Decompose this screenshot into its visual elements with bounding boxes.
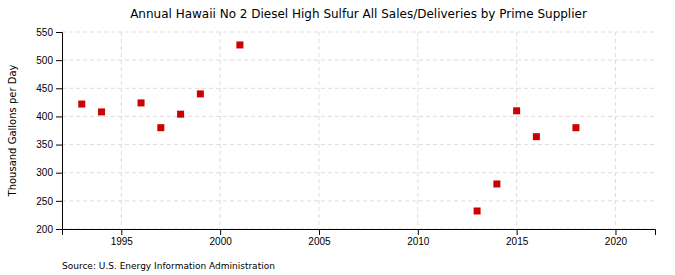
tick: 500 xyxy=(36,55,62,66)
x-axis: 1995 2000 2005 2010 2015 2020 xyxy=(63,229,656,247)
tick-mark xyxy=(56,201,62,202)
tick: 2010 xyxy=(407,229,430,247)
tick: 200 xyxy=(36,224,62,235)
tick-label: 450 xyxy=(36,83,53,94)
point xyxy=(157,124,164,131)
tick-mark xyxy=(319,229,320,235)
tick-mark xyxy=(121,229,122,235)
axis-line xyxy=(63,230,656,236)
grid-line xyxy=(121,32,122,229)
tick-mark xyxy=(220,229,221,235)
grid xyxy=(62,32,655,229)
points xyxy=(78,41,579,214)
tick-label: 2015 xyxy=(506,236,529,247)
point xyxy=(236,41,243,48)
tick: 2020 xyxy=(605,229,628,247)
grid-line xyxy=(62,200,655,201)
point xyxy=(78,101,85,108)
y-axis-label: Thousand Gallons per Day xyxy=(7,64,18,197)
grid-line xyxy=(220,32,221,229)
tick-label: 2010 xyxy=(407,236,430,247)
point xyxy=(533,133,540,140)
tick: 450 xyxy=(36,83,62,94)
tick: 2015 xyxy=(506,229,529,247)
tick-label: 200 xyxy=(36,224,53,235)
grid-line xyxy=(62,172,655,173)
tick-label: 350 xyxy=(36,139,53,150)
tick-mark xyxy=(56,229,62,230)
grid-line xyxy=(516,32,517,229)
axis-line xyxy=(56,33,63,230)
tick: 300 xyxy=(36,167,62,178)
chart: 1995 2000 2005 2010 2015 2020 200 250 300 350 400 4… xyxy=(0,0,675,275)
annotation: Source: U.S. Energy Information Administ… xyxy=(62,261,275,271)
point xyxy=(138,99,145,106)
grid-line xyxy=(615,32,616,229)
tick-label: 2005 xyxy=(308,236,331,247)
title: Annual Hawaii No 2 Diesel High Sulfur Al… xyxy=(130,7,587,21)
point xyxy=(572,124,579,131)
grid-line xyxy=(62,144,655,145)
tick-label: 2000 xyxy=(210,236,233,247)
tick-mark xyxy=(56,32,62,33)
tick-mark xyxy=(56,145,62,146)
tick-mark xyxy=(517,229,518,235)
tick: 2005 xyxy=(308,229,331,247)
point xyxy=(474,207,481,214)
tick: 400 xyxy=(36,111,62,122)
point xyxy=(197,90,204,97)
grid-line xyxy=(318,32,319,229)
tick-label: 400 xyxy=(36,111,53,122)
tick: 250 xyxy=(36,196,62,207)
tick-label: 2020 xyxy=(605,236,628,247)
tick-mark xyxy=(56,60,62,61)
tick-mark xyxy=(56,173,62,174)
point xyxy=(98,108,105,115)
grid-line xyxy=(62,88,655,89)
grid-line xyxy=(62,60,655,61)
tick: 1995 xyxy=(111,229,134,247)
tick-label: 500 xyxy=(36,55,53,66)
point xyxy=(177,111,184,118)
plot-area: 1995 2000 2005 2010 2015 2020 200 250 300 350 400 4… xyxy=(36,27,655,247)
tick-mark xyxy=(56,88,62,89)
y-axis: 200 250 300 350 400 450 500 550 xyxy=(36,27,62,235)
tick-mark xyxy=(56,116,62,117)
tick-label: 300 xyxy=(36,167,53,178)
tick-mark xyxy=(418,229,419,235)
tick: 2000 xyxy=(210,229,233,247)
tick: 350 xyxy=(36,139,62,150)
point xyxy=(493,180,500,187)
grid-line xyxy=(62,116,655,117)
tick-mark xyxy=(615,229,616,235)
grid-line xyxy=(417,32,418,229)
tick-label: 250 xyxy=(36,196,53,207)
tick-label: 1995 xyxy=(111,236,134,247)
tick-label: 550 xyxy=(36,27,53,38)
point xyxy=(513,107,520,114)
grid-line xyxy=(62,32,655,33)
tick: 550 xyxy=(36,27,62,38)
